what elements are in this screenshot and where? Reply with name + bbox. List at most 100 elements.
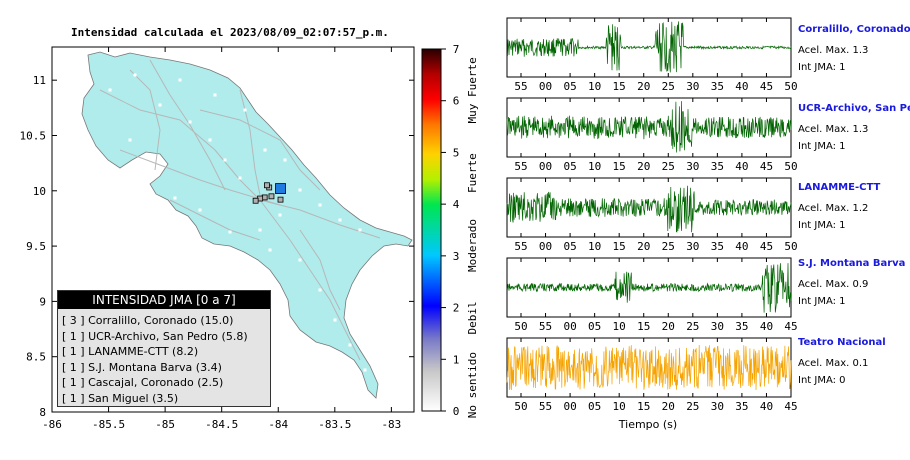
colorbar-category-label: Fuerte bbox=[466, 153, 479, 193]
waveform-tick-label: 00 bbox=[539, 80, 552, 93]
waveform-tick-label: 05 bbox=[563, 80, 576, 93]
trace-intensity: Int JMA: 0 bbox=[798, 375, 846, 386]
waveform-tick-label: 25 bbox=[686, 400, 699, 413]
trace-station-name: S.J. Montana Barva bbox=[798, 258, 906, 269]
city-dot bbox=[333, 318, 337, 322]
legend-item: [ 1 ] S.J. Montana Barva (3.4) bbox=[62, 360, 222, 374]
city-dot bbox=[268, 248, 272, 252]
map-x-tick-label: -85.5 bbox=[92, 418, 125, 431]
map-y-tick-label: 10.5 bbox=[20, 129, 47, 142]
waveform-tick-label: 35 bbox=[735, 320, 748, 333]
waveform-tick-label: 00 bbox=[539, 160, 552, 173]
waveform-tick-label: 50 bbox=[784, 80, 797, 93]
map-x-tick-label: -83 bbox=[381, 418, 401, 431]
legend-item: [ 1 ] LANAMME-CTT (8.2) bbox=[62, 345, 199, 359]
colorbar-tick-label: 4 bbox=[453, 198, 460, 211]
waveform-tick-label: 05 bbox=[563, 160, 576, 173]
legend-item: [ 1 ] San Miguel (3.5) bbox=[62, 391, 179, 405]
colorbar-category-label: Debil bbox=[466, 301, 479, 334]
intensity-colorbar bbox=[421, 48, 442, 412]
waveform-tick-label: 25 bbox=[686, 320, 699, 333]
colorbar-labels: No sentido Debil Moderado Fuerte Muy Fuerte bbox=[466, 57, 479, 418]
waveform-tick-label: 35 bbox=[711, 80, 724, 93]
waveform-tick-label: 05 bbox=[563, 240, 576, 253]
waveform-tick-label: 00 bbox=[539, 240, 552, 253]
trace-station-name: Teatro Nacional bbox=[798, 337, 886, 348]
legend-item: [ 1 ] UCR-Archivo, San Pedro (5.8) bbox=[62, 329, 248, 343]
map-y-tick-label: 8 bbox=[39, 406, 46, 419]
city-dot bbox=[238, 176, 242, 180]
waveform-panel: 50 55 00 05 10 15 20 25 30 35 40 45 bbox=[506, 257, 798, 333]
waveform-trace bbox=[506, 185, 792, 233]
city-dot bbox=[278, 213, 282, 217]
waveform-tick-label: 40 bbox=[760, 400, 773, 413]
city-dot bbox=[173, 196, 177, 200]
map-x-tick-label: -86 bbox=[42, 418, 62, 431]
waveform-tick-label: 20 bbox=[637, 240, 650, 253]
waveform-panel: 55 00 05 10 15 20 25 30 35 40 45 50 bbox=[506, 177, 798, 253]
colorbar-tick-label: 7 bbox=[453, 43, 460, 56]
waveform-tick-label: 30 bbox=[686, 160, 699, 173]
waveform-tick-label: 30 bbox=[686, 240, 699, 253]
waveform-tick-label: 30 bbox=[686, 80, 699, 93]
waveform-tick-label: 55 bbox=[514, 160, 527, 173]
waveform-tick-label: 55 bbox=[514, 80, 527, 93]
map-x-tick-label: -83.5 bbox=[318, 418, 351, 431]
colorbar-tick-label: 3 bbox=[453, 250, 460, 263]
city-markers bbox=[108, 73, 367, 372]
waveform-tick-label: 00 bbox=[563, 320, 576, 333]
colorbar-category-label: Muy Fuerte bbox=[466, 57, 479, 123]
waveform-tick-label: 05 bbox=[588, 400, 601, 413]
city-dot bbox=[318, 203, 322, 207]
waveform-tick-label: 20 bbox=[637, 160, 650, 173]
city-dot bbox=[283, 158, 287, 162]
trace-info-teatro: Teatro Nacional Acel. Max. 0.1 Int JMA: … bbox=[798, 337, 886, 386]
waveform-tick-label: 35 bbox=[735, 400, 748, 413]
map-y-tick-label: 10 bbox=[33, 185, 46, 198]
trace-accel: Acel. Max. 0.9 bbox=[798, 279, 869, 290]
colorbar-tick-label: 1 bbox=[453, 353, 460, 366]
waveform-tick-label: 55 bbox=[539, 320, 552, 333]
station-marker bbox=[252, 197, 259, 204]
waveform-tick-label: 50 bbox=[514, 400, 527, 413]
waveform-tick-label: 10 bbox=[613, 320, 626, 333]
waveform-tick-label: 50 bbox=[784, 240, 797, 253]
waveform-tick-label: 45 bbox=[760, 80, 773, 93]
trace-accel: Acel. Max. 0.1 bbox=[798, 358, 869, 369]
city-dot bbox=[133, 73, 137, 77]
map-x-tick-label: -85 bbox=[155, 418, 175, 431]
map-x-tick-label: -84 bbox=[268, 418, 288, 431]
legend-item: [ 1 ] Cascajal, Coronado (2.5) bbox=[62, 376, 224, 390]
colorbar-category-label: Moderado bbox=[466, 219, 479, 272]
trace-intensity: Int JMA: 1 bbox=[798, 62, 846, 73]
map-title: Intensidad calculada el 2023/08/09_02:07… bbox=[71, 26, 389, 39]
city-dot bbox=[338, 218, 342, 222]
waveform-tick-label: 00 bbox=[563, 400, 576, 413]
city-dot bbox=[258, 228, 262, 232]
trace-station-name: UCR-Archivo, San Pedro bbox=[798, 103, 910, 114]
colorbar-category-label: No sentido bbox=[466, 352, 479, 418]
waveform-tick-label: 30 bbox=[711, 400, 724, 413]
waveform-tick-label: 50 bbox=[784, 160, 797, 173]
waveform-tick-label: 25 bbox=[662, 80, 675, 93]
city-dot bbox=[298, 258, 302, 262]
waveform-tick-label: 45 bbox=[784, 320, 797, 333]
city-dot bbox=[178, 78, 182, 82]
waveform-tick-label: 40 bbox=[735, 80, 748, 93]
waveform-tick-label: 10 bbox=[588, 240, 601, 253]
waveform-panel: 55 00 05 10 15 20 25 30 35 40 45 50 bbox=[506, 97, 798, 173]
station-marker bbox=[264, 182, 270, 189]
waveform-tick-label: 25 bbox=[662, 240, 675, 253]
trace-station-name: Corralillo, Coronado bbox=[798, 24, 910, 35]
map-x-axis: -86 -85.5 -85 -84.5 -84 -83.5 -83 bbox=[42, 47, 401, 431]
waveform-trace bbox=[506, 263, 792, 313]
city-dot bbox=[188, 120, 192, 124]
trace-info-barva: S.J. Montana Barva Acel. Max. 0.9 Int JM… bbox=[798, 258, 905, 307]
waveform-panel: 50 55 00 05 10 15 20 25 30 35 40 45 bbox=[506, 337, 798, 413]
epicenter-marker bbox=[275, 183, 286, 194]
waveform-tick-label: 10 bbox=[588, 80, 601, 93]
waveform-tick-label: 20 bbox=[662, 320, 675, 333]
waveform-tick-label: 55 bbox=[539, 400, 552, 413]
waveform-tick-label: 40 bbox=[760, 320, 773, 333]
city-dot bbox=[213, 93, 217, 97]
